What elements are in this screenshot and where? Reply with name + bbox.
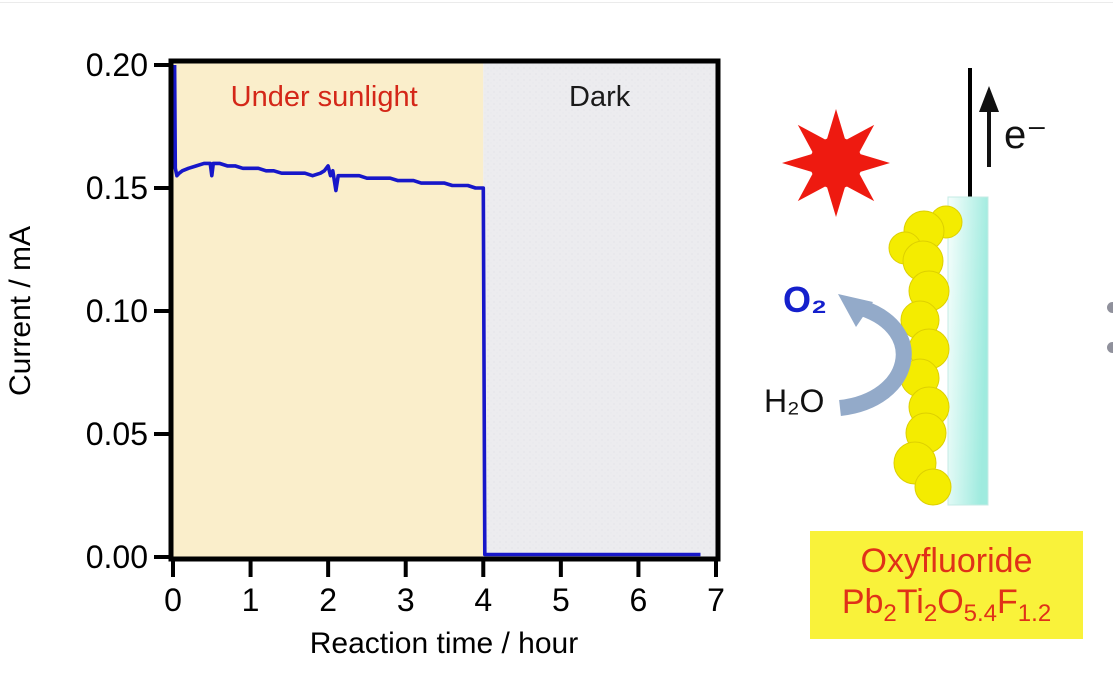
catalyst-particles <box>888 205 963 506</box>
current-trace <box>172 64 701 557</box>
x-tick-label: 4 <box>474 582 492 618</box>
reaction-arrowhead <box>838 294 873 327</box>
y-tick-label: 0.10 <box>86 293 148 329</box>
sun-icon <box>782 109 890 217</box>
caption-title: Oxyfluoride <box>860 542 1033 581</box>
y-tick-label: 0.15 <box>86 170 148 206</box>
sun-disc <box>810 137 862 189</box>
particle <box>914 468 952 506</box>
formula-element: Ti <box>896 583 924 622</box>
formula-subscript: 2 <box>883 599 897 627</box>
reaction-arrow <box>838 300 912 416</box>
plot-frame <box>168 58 721 562</box>
dark-region-texture <box>483 63 716 561</box>
electrode <box>947 196 989 506</box>
sun-ray <box>860 154 890 172</box>
x-tick-label: 7 <box>707 582 725 618</box>
x-tick-label: 0 <box>164 582 182 618</box>
sunlight-region <box>173 63 484 561</box>
x-tick-label: 5 <box>552 582 570 618</box>
y-tick-label: 0.20 <box>86 47 148 83</box>
o2-label: O₂ <box>783 279 827 320</box>
formula-element: F <box>997 583 1018 622</box>
x-tick-label: 3 <box>397 582 415 618</box>
sun-ray <box>782 154 812 172</box>
formula-element: O <box>937 583 964 622</box>
edge-bullet-icon <box>1107 302 1113 313</box>
caption-formula: Pb2Ti2O5.4F1.2 <box>842 582 1051 629</box>
y-axis-title: Current / mA <box>4 226 37 396</box>
h2o-label: H₂O <box>764 383 824 419</box>
photoelectrode-diagram: O₂ H₂O e⁻ <box>764 68 1047 506</box>
formula-subscript: 1.2 <box>1017 599 1052 627</box>
region-label-sunlight: Under sunlight <box>231 81 418 113</box>
sun-ray <box>827 109 845 139</box>
x-axis-title: Reaction time / hour <box>310 627 578 660</box>
y-tick-label: 0.05 <box>86 416 148 452</box>
x-tick-label: 1 <box>242 582 260 618</box>
edge-bullet-icon <box>1107 342 1113 353</box>
electron-label: e⁻ <box>1004 113 1047 157</box>
electron-flow-arrowhead <box>979 86 999 112</box>
x-tick-label: 6 <box>630 582 648 618</box>
x-tick-label: 2 <box>319 582 337 618</box>
region-label-dark: Dark <box>569 81 631 113</box>
card-top-edge <box>0 2 1113 3</box>
y-tick-label: 0.00 <box>86 539 148 575</box>
formula-subscript: 2 <box>923 599 938 627</box>
formula-subscript: 5.4 <box>963 599 998 627</box>
formula-element: Pb <box>841 583 884 622</box>
sun-ray <box>827 187 845 217</box>
photocurrent-chart: 0 1 2 3 4 5 6 7 0.00 0.05 0.10 0.15 0.20 <box>86 47 725 618</box>
material-caption: Oxyfluoride Pb2Ti2O5.4F1.2 <box>810 531 1083 639</box>
